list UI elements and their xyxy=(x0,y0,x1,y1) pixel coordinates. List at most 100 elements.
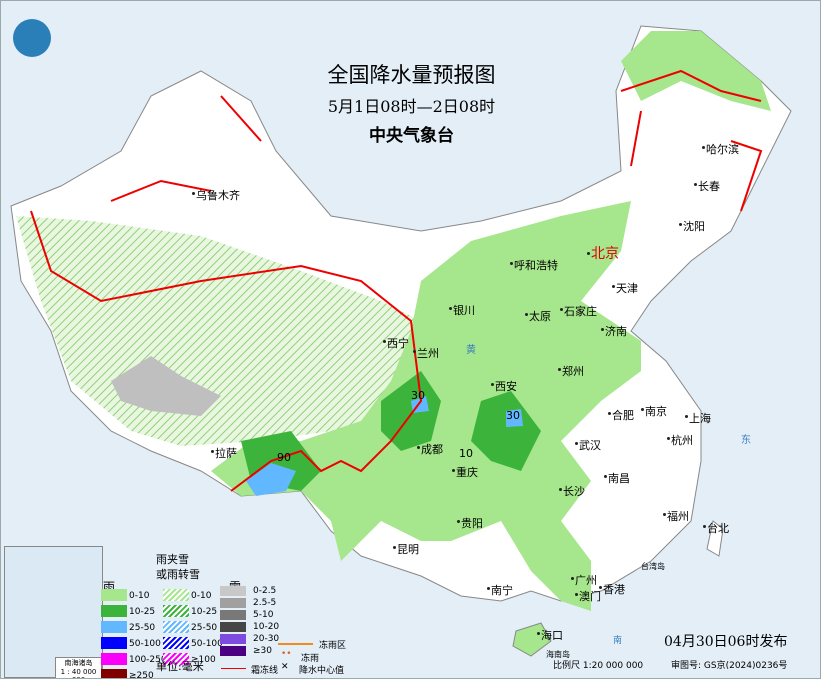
city-label: 武汉 xyxy=(579,439,601,452)
center-value-icon: ✕ xyxy=(281,662,289,672)
city-label: 香港 xyxy=(603,583,625,596)
city-marker xyxy=(685,415,688,418)
legend-snow-swatch xyxy=(220,622,246,632)
legend-rain-swatch xyxy=(101,637,127,649)
city-marker xyxy=(587,252,590,255)
legend-mixed-title: 雨夹雪 xyxy=(156,553,189,566)
city-marker xyxy=(604,475,607,478)
legend-rain-label: 0-10 xyxy=(129,591,150,601)
legend-rain-label: 100-250 xyxy=(129,655,167,665)
city-marker xyxy=(641,408,644,411)
city-marker xyxy=(571,577,574,580)
legend-mixed-title2: 或雨转雪 xyxy=(156,568,200,581)
legend-rain-label: 25-50 xyxy=(129,623,156,633)
precip-center-value: 30 xyxy=(506,409,520,422)
city-label: 南昌 xyxy=(608,472,630,485)
city-label: 澳门 xyxy=(579,590,601,603)
freezing-rain-icon: •• xyxy=(281,649,292,659)
city-label: 乌鲁木齐 xyxy=(196,189,240,202)
city-marker xyxy=(537,632,540,635)
scale-text: 比例尺 1:20 000 000 xyxy=(553,661,644,671)
legend-unit: 单位:毫米 xyxy=(156,660,204,673)
east-sea-label: 东 xyxy=(741,435,751,446)
city-marker xyxy=(417,446,420,449)
review-number: 审图号: GS京(2024)0236号 xyxy=(671,661,788,671)
city-marker xyxy=(211,450,214,453)
legend-mixed-label: 50-100 xyxy=(191,639,223,649)
precip-center-value: 10 xyxy=(459,447,473,460)
legend-rain-label: 50-100 xyxy=(129,639,161,649)
city-marker xyxy=(702,146,705,149)
legend-snow-swatch xyxy=(220,598,246,608)
city-marker xyxy=(393,546,396,549)
legend-snow-label: 5-10 xyxy=(253,610,274,620)
city-marker xyxy=(452,469,455,472)
city-label: 太原 xyxy=(529,310,551,323)
city-label: 合肥 xyxy=(612,409,634,422)
city-label: 成都 xyxy=(421,443,443,456)
legend-freezing-area: 冻雨区 xyxy=(319,641,347,651)
city-marker xyxy=(679,223,682,226)
legend-rain-swatch xyxy=(101,605,127,617)
hainan-island-label: 海南岛 xyxy=(546,650,570,659)
legend-mixed-swatch xyxy=(163,589,189,601)
legend-mixed-label: 25-50 xyxy=(191,623,218,633)
hainan xyxy=(512,622,552,657)
city-label: 重庆 xyxy=(456,466,478,479)
city-label: 兰州 xyxy=(417,347,439,360)
rain-area-ne xyxy=(621,31,771,111)
frost-line-icon xyxy=(221,668,246,669)
legend-rain-swatch xyxy=(101,669,127,678)
city-label: 天津 xyxy=(616,282,638,295)
city-label: 济南 xyxy=(605,325,627,338)
taiwan xyxy=(706,520,724,557)
city-marker xyxy=(510,262,513,265)
city-label: 长沙 xyxy=(563,485,585,498)
precip-center-value: 30 xyxy=(411,389,425,402)
frost-line xyxy=(30,69,763,492)
city-marker xyxy=(608,412,611,415)
city-marker xyxy=(559,488,562,491)
cma-logo-icon xyxy=(13,19,51,57)
legend-snow-label: 0-2.5 xyxy=(253,586,277,596)
city-label: 上海 xyxy=(689,412,711,425)
city-marker xyxy=(192,192,195,195)
city-label: 石家庄 xyxy=(564,305,597,318)
city-marker xyxy=(487,587,490,590)
city-label: 昆明 xyxy=(397,543,419,556)
city-marker xyxy=(413,350,416,353)
legend-snow-swatch xyxy=(220,634,246,644)
city-marker xyxy=(575,593,578,596)
city-label: 南宁 xyxy=(491,584,513,597)
legend-rain-label: 10-25 xyxy=(129,607,156,617)
city-marker xyxy=(703,525,706,528)
city-label: 海口 xyxy=(541,629,563,642)
city-marker xyxy=(601,328,604,331)
city-label: 呼和浩特 xyxy=(514,259,558,272)
city-marker xyxy=(667,437,670,440)
taiwan-island-label: 台湾岛 xyxy=(641,562,665,571)
legend-mixed-label: 0-10 xyxy=(191,591,212,601)
city-marker xyxy=(560,308,563,311)
map-issuer: 中央气象台 xyxy=(369,126,454,146)
legend-freezing-rain: 冻雨 xyxy=(301,654,320,664)
legend-snow-label: 10-20 xyxy=(253,622,280,632)
city-label: 杭州 xyxy=(671,434,693,447)
legend-mixed-swatch xyxy=(163,653,189,665)
city-label: 沈阳 xyxy=(683,220,705,233)
legend-snow-label: 2.5-5 xyxy=(253,598,277,608)
legend-mixed-swatch xyxy=(163,605,189,617)
city-marker xyxy=(491,383,494,386)
city-label: 台北 xyxy=(707,522,729,535)
legend-snow-swatch xyxy=(220,610,246,620)
south-sea-label: 南 xyxy=(613,636,623,646)
legend-frost-line: 霜冻线 xyxy=(251,666,279,676)
rain-area-25-50 xyxy=(246,396,523,496)
city-marker xyxy=(599,586,602,589)
legend-rain-swatch xyxy=(101,621,127,633)
legend-mixed-label: ≥100 xyxy=(191,655,216,665)
legend-snow-label: ≥30 xyxy=(253,646,272,656)
city-marker xyxy=(694,183,697,186)
